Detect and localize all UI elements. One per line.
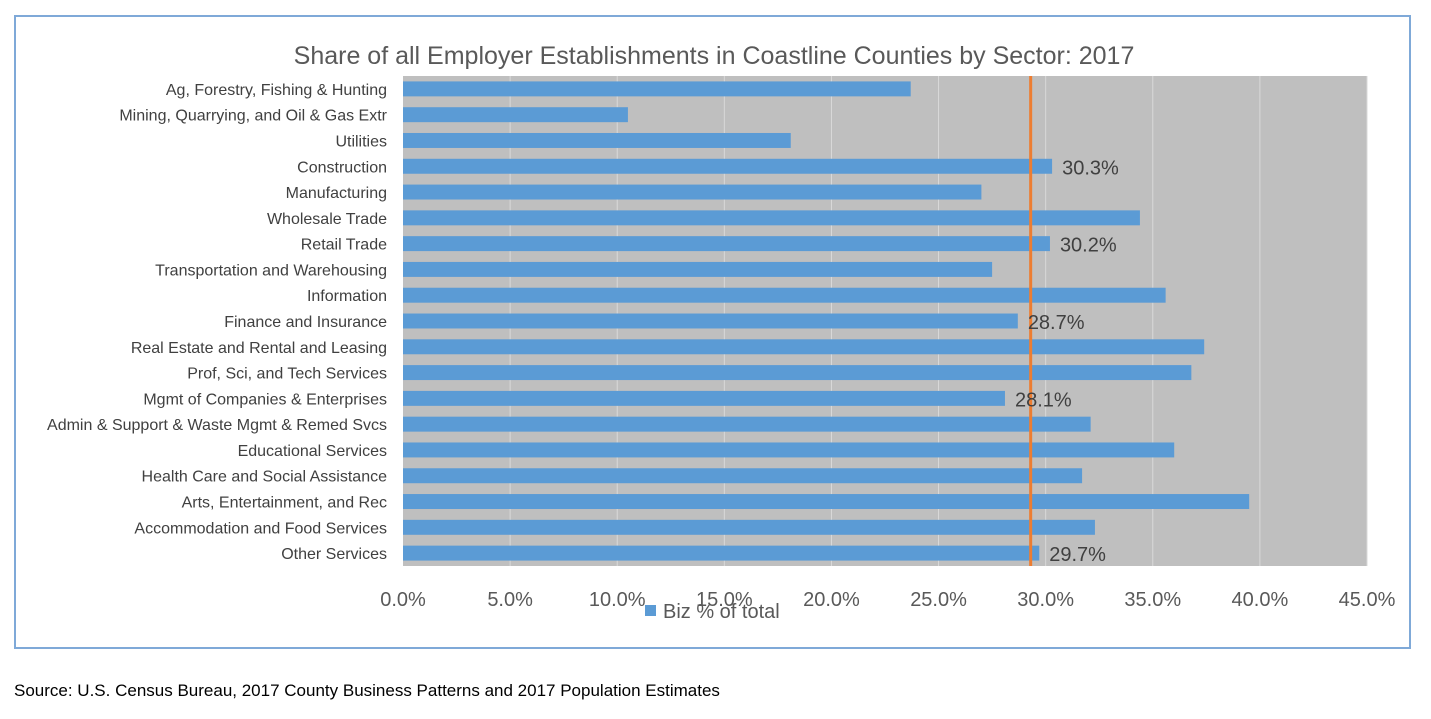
- category-axis-labels: Ag, Forestry, Fishing & Hunting Mining, Q…: [47, 82, 388, 563]
- category-label: Admin & Support & Waste Mgmt & Remed Svc…: [47, 417, 387, 434]
- bar: [403, 519, 1095, 535]
- bar: [403, 236, 1050, 252]
- data-label: 30.2%: [1060, 235, 1117, 257]
- x-tick-label: 15.0%: [696, 589, 753, 611]
- bar: [403, 365, 1192, 381]
- bar: [403, 416, 1091, 432]
- x-tick-label: 5.0%: [487, 589, 533, 611]
- bar: [403, 81, 911, 97]
- category-label: Construction: [297, 159, 387, 176]
- bar: [403, 339, 1205, 355]
- bar: [403, 261, 993, 277]
- chart-title: Share of all Employer Establishments in …: [294, 42, 1135, 70]
- x-tick-label: 45.0%: [1339, 589, 1396, 611]
- source-note: Source: U.S. Census Bureau, 2017 County …: [14, 681, 720, 700]
- data-label: 28.1%: [1015, 389, 1072, 411]
- category-label: Utilities: [335, 133, 387, 150]
- legend-label: Biz % of total: [663, 601, 780, 623]
- category-label: Health Care and Social Assistance: [142, 469, 388, 486]
- x-tick-label: 10.0%: [589, 589, 646, 611]
- bar: [403, 390, 1005, 406]
- data-labels: 30.3% 30.2% 28.7% 28.1% 29.7%: [1015, 157, 1119, 566]
- category-label: Real Estate and Rental and Leasing: [131, 340, 387, 357]
- chart-frame: Share of all Employer Establishments in …: [14, 15, 1411, 649]
- value-axis-labels: 0.0% 5.0% 10.0% 15.0% 20.0% 25.0% 30.0% 35.0% 40…: [380, 589, 1395, 611]
- category-label: Ag, Forestry, Fishing & Hunting: [166, 82, 387, 99]
- bar: [403, 210, 1140, 226]
- bars: [403, 81, 1250, 561]
- x-tick-label: 25.0%: [910, 589, 967, 611]
- category-label: Finance and Insurance: [224, 314, 387, 331]
- category-label: Retail Trade: [301, 237, 387, 254]
- bar-chart: Share of all Employer Establishments in …: [47, 42, 1396, 623]
- category-label: Prof, Sci, and Tech Services: [187, 366, 387, 383]
- legend-swatch: [645, 605, 656, 616]
- legend: Biz % of total: [645, 601, 780, 623]
- bar: [403, 107, 628, 123]
- category-label: Accommodation and Food Services: [134, 520, 387, 537]
- bar: [403, 442, 1175, 458]
- bar: [403, 132, 791, 148]
- category-label: Mining, Quarrying, and Oil & Gas Extr: [119, 108, 387, 125]
- bar: [403, 468, 1083, 484]
- category-label: Wholesale Trade: [267, 211, 387, 228]
- category-label: Mgmt of Companies & Enterprises: [143, 391, 387, 408]
- bar: [403, 158, 1053, 174]
- bar: [403, 545, 1040, 561]
- bar: [403, 313, 1018, 329]
- category-label: Arts, Entertainment, and Rec: [182, 495, 387, 512]
- category-label: Other Services: [281, 546, 387, 563]
- category-label: Manufacturing: [286, 185, 387, 202]
- x-tick-label: 0.0%: [380, 589, 426, 611]
- category-label: Educational Services: [238, 443, 387, 460]
- bar: [403, 184, 982, 200]
- data-label: 28.7%: [1028, 312, 1085, 334]
- x-tick-label: 20.0%: [803, 589, 860, 611]
- data-label: 30.3%: [1062, 157, 1119, 179]
- category-label: Transportation and Warehousing: [155, 262, 387, 279]
- x-tick-label: 40.0%: [1232, 589, 1289, 611]
- bar: [403, 287, 1166, 303]
- x-tick-label: 35.0%: [1124, 589, 1181, 611]
- x-tick-label: 30.0%: [1017, 589, 1074, 611]
- bar: [403, 494, 1250, 510]
- data-label: 29.7%: [1049, 544, 1106, 566]
- category-label: Information: [307, 288, 387, 305]
